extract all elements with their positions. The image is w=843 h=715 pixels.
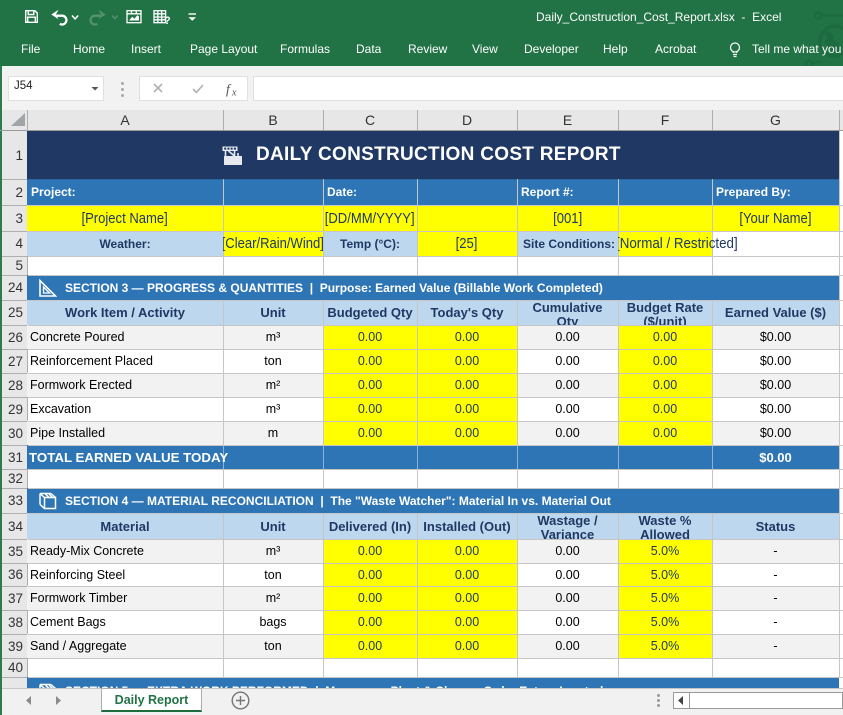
svg-text:x: x	[231, 88, 237, 99]
svg-text:f: f	[226, 82, 232, 97]
svg-text:?: ?	[164, 15, 171, 26]
